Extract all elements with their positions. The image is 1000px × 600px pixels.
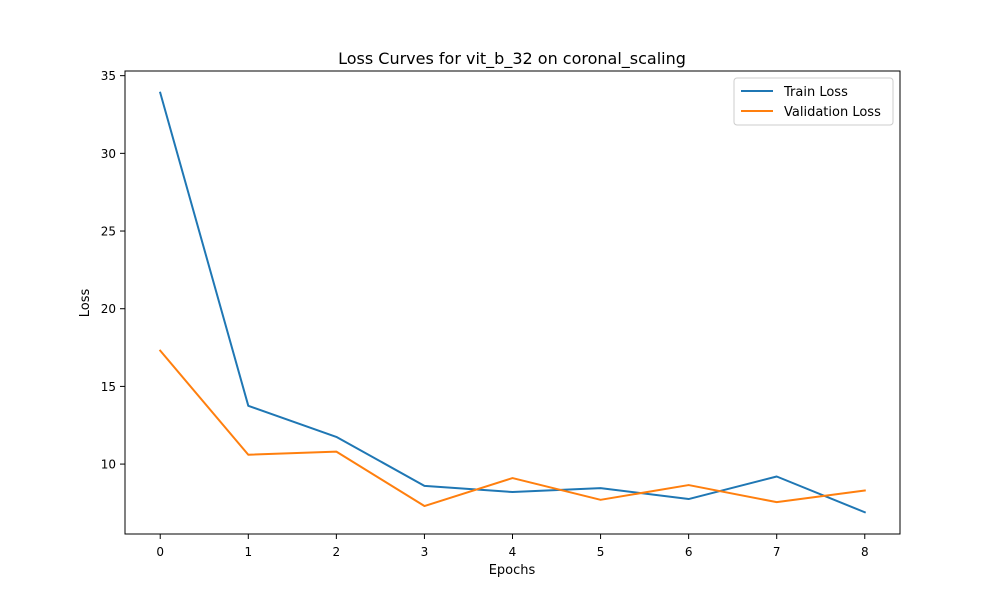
x-tick-label: 4: [509, 545, 517, 559]
plot-area: [158, 91, 867, 514]
x-tick-label: 3: [421, 545, 429, 559]
x-tick-label: 5: [597, 545, 605, 559]
x-axis: 0 1 2 3 4 5 6 7 8: [156, 534, 869, 559]
x-axis-label: Epochs: [489, 563, 536, 578]
x-tick-label: 2: [333, 545, 341, 559]
legend-label-validation-loss: Validation Loss: [784, 105, 881, 120]
y-tick-label: 10: [101, 458, 116, 472]
x-tick-label: 7: [773, 545, 781, 559]
y-axis-label: Loss: [78, 289, 93, 318]
legend-frame: [733, 77, 894, 126]
chart-title: Loss Curves for vit_b_32 on coronal_scal…: [338, 49, 686, 69]
y-axis: 10 15 20 25 30 35: [101, 69, 125, 472]
legend: Train Loss Validation Loss: [733, 77, 894, 126]
x-tick-label: 6: [685, 545, 693, 559]
x-tick-label: 1: [244, 545, 252, 559]
y-tick-label: 35: [101, 69, 116, 83]
y-tick-label: 20: [101, 302, 116, 316]
legend-label-train-loss: Train Loss: [783, 85, 848, 100]
y-tick-label: 30: [101, 147, 116, 161]
y-tick-label: 15: [101, 380, 116, 394]
x-tick-label: 8: [861, 545, 869, 559]
x-tick-label: 0: [156, 545, 164, 559]
y-tick-label: 25: [101, 225, 116, 239]
